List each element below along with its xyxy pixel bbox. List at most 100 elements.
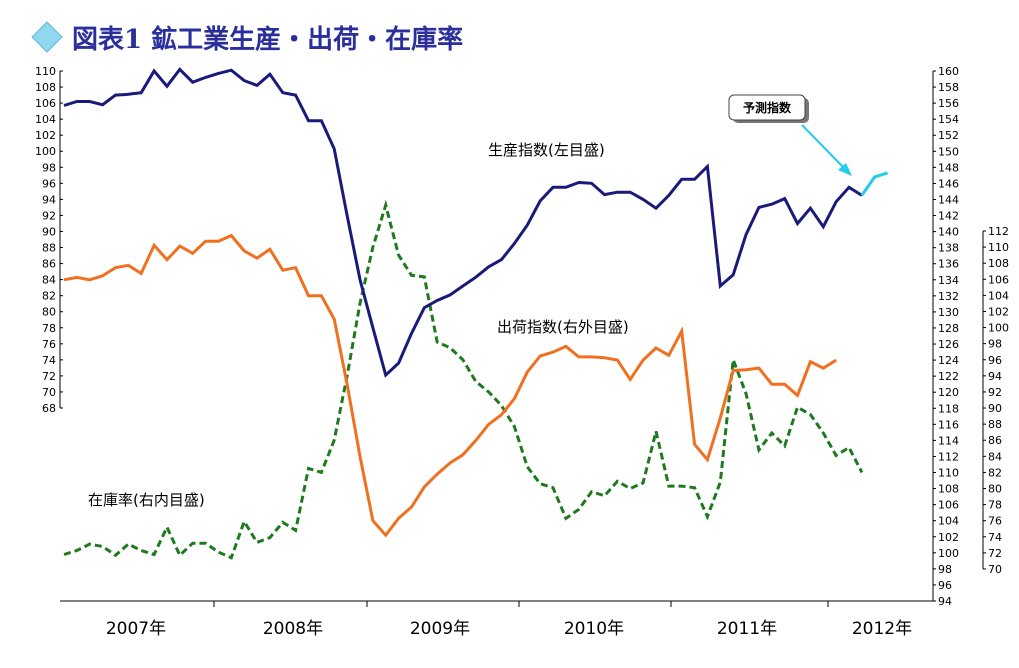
right-inner-axis-tick-label: 106	[988, 273, 1009, 286]
annotation-shipment: 出荷指数(右外目盛)	[497, 318, 629, 336]
axes	[59, 71, 984, 602]
right-outer-axis-tick-label: 126	[938, 338, 959, 351]
series-inventory-line	[63, 199, 864, 560]
left-axis-tick-label: 70	[42, 386, 56, 399]
chart-title: 図表1 鉱工業生産・出荷・在庫率	[72, 24, 463, 55]
right-outer-axis-tick-label: 94	[938, 595, 952, 608]
forecast-callout: 予測指数	[728, 94, 852, 176]
x-axis-tick-label: 2009年	[410, 619, 470, 639]
left-axis-tick-label: 100	[35, 145, 56, 158]
right-outer-axis-tick-label: 138	[938, 242, 959, 255]
x-axis-tick-label: 2008年	[263, 619, 323, 639]
right-inner-axis-tick-label: 112	[988, 225, 1009, 238]
right-outer-axis-tick-label: 146	[938, 177, 959, 190]
x-axis-tick-label: 2010年	[564, 619, 624, 639]
left-axis-tick-label: 84	[42, 274, 56, 287]
right-outer-axis-tick-label: 130	[938, 306, 959, 319]
right-inner-axis-tick-label: 92	[988, 386, 1002, 399]
right-inner-axis-tick-label: 74	[988, 531, 1002, 544]
right-inner-axis-tick-label: 72	[988, 547, 1002, 560]
left-axis-tick-label: 78	[42, 322, 56, 335]
right-outer-axis-tick-label: 144	[938, 193, 959, 206]
right-outer-axis-tick-label: 112	[938, 450, 959, 463]
right-inner-axis-tick-label: 90	[988, 402, 1002, 415]
x-axis-tick-label: 2007年	[106, 619, 166, 639]
left-axis-tick-label: 92	[42, 209, 56, 222]
right-outer-axis-tick-label: 100	[938, 547, 959, 560]
right-outer-axis-tick-label: 156	[938, 97, 959, 110]
left-axis-tick-label: 96	[42, 177, 56, 190]
left-axis-ticks: 68 70 72 74 76 78 80 82 84 86 88 90 92 94 96 98 100 102 10…	[35, 65, 63, 415]
right-outer-axis-tick-label: 134	[938, 274, 959, 287]
right-outer-axis-tick-label: 136	[938, 258, 959, 271]
right-outer-axis-tick-label: 154	[938, 113, 959, 126]
chart-title-group: 図表1 鉱工業生産・出荷・在庫率	[31, 21, 463, 55]
right-outer-axis-tick-label: 124	[938, 354, 959, 367]
right-inner-axis-tick-label: 82	[988, 466, 1002, 479]
right-inner-axis-tick-label: 70	[988, 563, 1002, 576]
right-inner-axis-tick-label: 94	[988, 370, 1002, 383]
left-axis-tick-label: 110	[35, 65, 56, 78]
left-axis-tick-label: 108	[35, 81, 56, 94]
left-axis-tick-label: 76	[42, 338, 56, 351]
forecast-callout-label: 予測指数	[743, 100, 792, 115]
right-outer-axis-ticks: 94 96 98 100 102 104 106 108 110 112 114 116 118 120 1…	[933, 65, 959, 608]
right-outer-axis-tick-label: 128	[938, 322, 959, 335]
right-inner-axis-tick-label: 76	[988, 515, 1002, 528]
x-axis-tick-label: 2011年	[717, 619, 777, 639]
annotation-production: 生産指数(左目盛)	[488, 141, 605, 159]
right-outer-axis-tick-label: 104	[938, 515, 959, 528]
left-axis-tick-label: 88	[42, 242, 56, 255]
right-outer-axis-tick-label: 108	[938, 483, 959, 496]
annotation-inventory: 在庫率(右内目盛)	[88, 491, 205, 509]
right-inner-axis-tick-label: 110	[988, 241, 1009, 254]
right-inner-axis-tick-label: 96	[988, 354, 1002, 367]
right-inner-axis-ticks: 70 72 74 76 78 80 82 84 86 88 90 92 94 96 98 100 102 104 1…	[983, 225, 1009, 576]
right-outer-axis-tick-label: 150	[938, 145, 959, 158]
series-production-line	[63, 67, 863, 378]
forecast-callout-box	[728, 94, 806, 121]
right-outer-axis-tick-label: 110	[938, 467, 959, 480]
right-outer-axis-tick-label: 158	[938, 81, 959, 94]
right-inner-axis-tick-label: 104	[988, 289, 1009, 302]
right-outer-axis-tick-label: 152	[938, 129, 959, 142]
right-outer-axis-tick-label: 98	[938, 563, 952, 576]
right-outer-axis-tick-label: 142	[938, 210, 959, 223]
left-axis-tick-label: 80	[42, 306, 56, 319]
right-inner-axis-tick-label: 98	[988, 338, 1002, 351]
forecast-callout-arrow	[801, 124, 847, 171]
right-outer-axis-tick-label: 114	[938, 434, 959, 447]
left-axis-tick-label: 94	[42, 193, 56, 206]
right-outer-axis-tick-label: 102	[938, 531, 959, 544]
right-inner-axis-tick-label: 84	[988, 450, 1002, 463]
series-shipment-line	[63, 233, 837, 538]
left-axis-tick-label: 72	[42, 370, 56, 383]
right-inner-axis-tick-label: 88	[988, 418, 1002, 431]
right-inner-axis-tick-label: 100	[988, 322, 1009, 335]
left-axis-tick-label: 82	[42, 290, 56, 303]
forecast-callout-arrowhead	[838, 163, 852, 176]
left-axis-tick-label: 86	[42, 258, 56, 271]
x-axis-tick-label: 2012年	[852, 619, 912, 639]
right-outer-axis-tick-label: 122	[938, 370, 959, 383]
right-inner-axis-tick-label: 86	[988, 434, 1002, 447]
left-axis-tick-label: 106	[35, 97, 56, 110]
right-inner-axis-tick-label: 102	[988, 305, 1009, 318]
right-outer-axis-tick-label: 160	[938, 65, 959, 78]
series-forecast-line	[860, 171, 889, 197]
left-axis-tick-label: 98	[42, 161, 56, 174]
right-outer-axis-tick-label: 132	[938, 290, 959, 303]
right-outer-axis-tick-label: 96	[938, 579, 952, 592]
left-axis-tick-label: 90	[42, 225, 56, 238]
left-axis-tick-label: 68	[42, 402, 56, 415]
right-outer-axis-tick-label: 106	[938, 499, 959, 512]
right-outer-axis-tick-label: 120	[938, 386, 959, 399]
right-inner-axis-tick-label: 78	[988, 499, 1002, 512]
right-inner-axis-tick-label: 80	[988, 483, 1002, 496]
title-diamond-icon	[31, 21, 63, 53]
right-inner-axis-tick-label: 108	[988, 257, 1009, 270]
right-outer-axis-tick-label: 118	[938, 402, 959, 415]
right-outer-axis-tick-label: 148	[938, 161, 959, 174]
x-axis-ticks: 2007年 2008年 2009年 2010年 2011年 2012年	[106, 601, 912, 639]
